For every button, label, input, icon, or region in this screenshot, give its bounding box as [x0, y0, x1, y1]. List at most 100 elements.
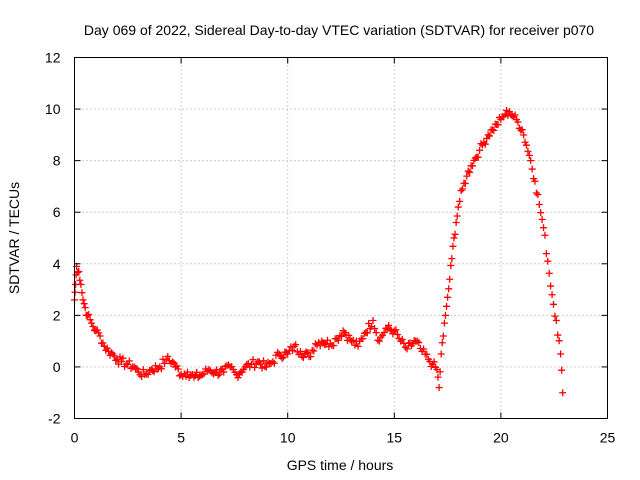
data-point [164, 352, 172, 360]
data-point [308, 346, 316, 354]
data-point [520, 131, 528, 139]
data-point [234, 374, 242, 382]
data-point [214, 371, 222, 379]
data-point [161, 359, 169, 367]
tick-marks [74, 57, 608, 419]
data-point [505, 108, 513, 116]
data-point [434, 373, 442, 381]
data-point [451, 230, 459, 238]
data-point [205, 366, 213, 374]
data-point [249, 356, 257, 364]
data-point [522, 141, 530, 149]
data-point [552, 317, 560, 325]
data-point [81, 304, 89, 312]
data-point [299, 353, 307, 361]
data-point [490, 126, 498, 134]
plot-frame [74, 57, 608, 419]
x-tick-label: 20 [493, 430, 509, 446]
data-point [176, 372, 184, 380]
data-point [76, 276, 84, 284]
chart-title: Day 069 of 2022, Sidereal Day-to-day VTE… [84, 22, 594, 38]
data-point [89, 322, 97, 330]
data-point [548, 291, 556, 299]
data-point [484, 131, 492, 139]
data-point [338, 332, 346, 340]
data-point [349, 336, 357, 344]
data-point [330, 342, 338, 350]
data-point [269, 358, 277, 366]
data-point [463, 172, 471, 180]
data-point [446, 275, 454, 283]
data-point [547, 282, 555, 290]
x-tick-label: 5 [177, 430, 185, 446]
data-point [540, 224, 548, 232]
data-point [377, 333, 385, 341]
data-point [453, 212, 461, 220]
data-point [372, 329, 380, 337]
y-tick-label: 2 [53, 307, 61, 323]
data-point [438, 339, 446, 347]
data-point [78, 289, 86, 297]
data-point [392, 326, 400, 334]
data-point [99, 339, 107, 347]
data-point [88, 319, 96, 327]
data-point [554, 331, 562, 339]
data-point [549, 300, 557, 308]
y-axis-title: SDTVAR / TECUs [6, 182, 22, 294]
x-tick-label: 25 [600, 430, 616, 446]
data-point [514, 118, 522, 126]
data-point [193, 368, 201, 376]
y-tick-label: 10 [45, 101, 61, 117]
data-point [336, 332, 344, 340]
data-point [270, 359, 278, 367]
data-point [173, 362, 181, 370]
data-point [480, 139, 488, 147]
data-point [457, 187, 465, 195]
data-point [486, 132, 494, 140]
data-point [389, 330, 397, 338]
y-tick-label: 12 [45, 50, 61, 66]
data-point [112, 356, 120, 364]
data-point [440, 319, 448, 327]
data-point [133, 365, 141, 373]
data-point [488, 126, 496, 134]
data-point [74, 268, 82, 276]
data-point [157, 365, 165, 373]
y-tick-label: -2 [48, 411, 61, 427]
data-point [117, 358, 125, 366]
data-point [103, 344, 111, 352]
data-point [149, 367, 157, 375]
x-tick-label: 15 [387, 430, 403, 446]
data-point [443, 302, 451, 310]
data-point [398, 335, 406, 343]
data-point [559, 389, 567, 397]
data-point [454, 203, 462, 211]
tick-labels: 0 5 10 15 20 25 -2 0 2 4 6 8 10 12 [45, 50, 616, 446]
y-tick-label: 8 [53, 153, 61, 169]
data-point [534, 191, 542, 199]
data-point [304, 349, 312, 357]
data-point [452, 219, 460, 227]
data-point [83, 311, 91, 319]
data-point [476, 146, 484, 154]
data-point [385, 321, 393, 329]
data-point [447, 261, 455, 269]
data-point [307, 353, 315, 361]
data-point [545, 269, 553, 277]
grid [74, 57, 608, 419]
data-point [354, 342, 362, 350]
data-point [380, 329, 388, 337]
data-point [371, 325, 379, 333]
data-point [528, 165, 536, 173]
data-point [182, 372, 190, 380]
data-point [474, 153, 482, 161]
data-point [481, 140, 489, 148]
data-point [535, 200, 543, 208]
data-point [290, 342, 298, 350]
data-point [71, 288, 79, 296]
data-point [393, 331, 401, 339]
data-point [125, 357, 133, 365]
data-point [423, 350, 431, 358]
data-point [183, 368, 191, 376]
data-point [456, 197, 464, 205]
